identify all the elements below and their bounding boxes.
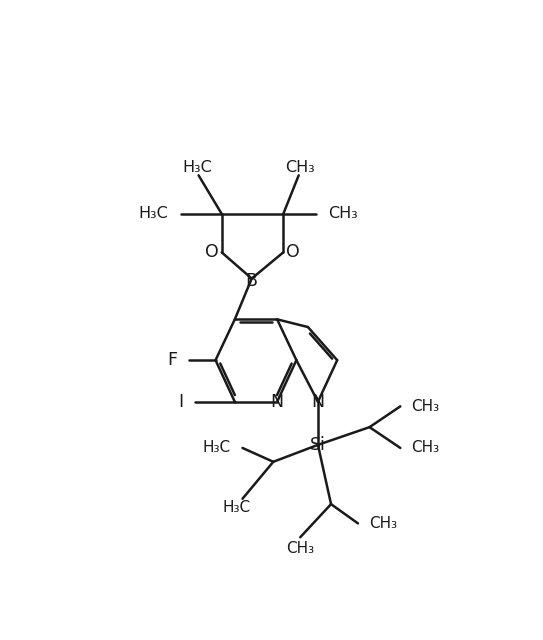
- Text: CH₃: CH₃: [328, 206, 358, 221]
- Text: O: O: [286, 243, 300, 261]
- Text: CH₃: CH₃: [411, 440, 439, 456]
- Text: CH₃: CH₃: [411, 399, 439, 414]
- Text: H₃C: H₃C: [182, 160, 212, 175]
- Text: B: B: [246, 272, 258, 290]
- Text: Si: Si: [310, 436, 326, 454]
- Text: O: O: [205, 243, 219, 261]
- Text: N: N: [270, 393, 283, 411]
- Text: F: F: [167, 351, 177, 369]
- Text: CH₃: CH₃: [369, 516, 397, 531]
- Text: CH₃: CH₃: [286, 541, 314, 556]
- Text: N: N: [311, 393, 325, 411]
- Text: CH₃: CH₃: [286, 160, 315, 175]
- Text: I: I: [178, 393, 183, 411]
- Text: H₃C: H₃C: [222, 500, 250, 515]
- Text: H₃C: H₃C: [139, 206, 168, 221]
- Text: H₃C: H₃C: [202, 440, 230, 456]
